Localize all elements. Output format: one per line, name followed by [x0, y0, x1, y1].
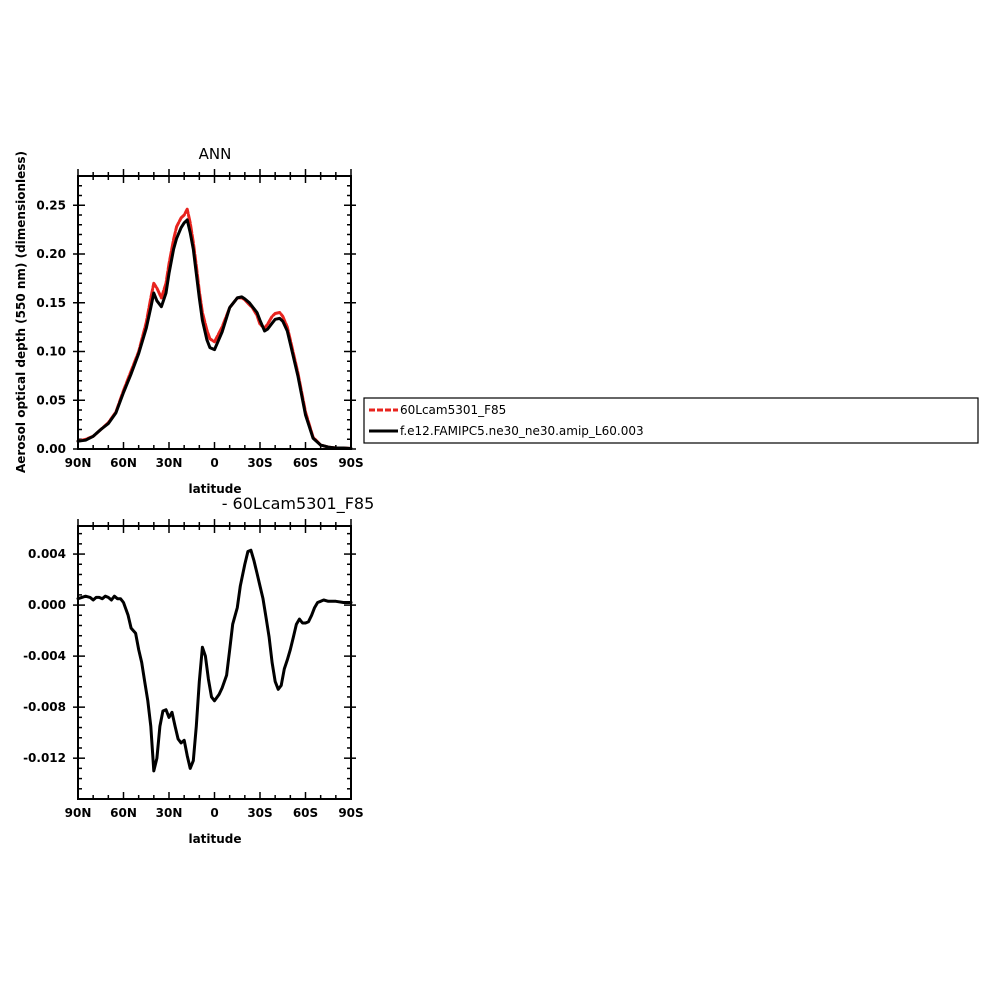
series-lines — [76, 548, 353, 773]
x-axis-label: latitude — [188, 832, 241, 846]
legend-box — [363, 397, 979, 444]
x-tick-label: 60N — [110, 456, 137, 470]
y-axis-label: Aerosol optical depth (550 nm) (dimensio… — [14, 151, 28, 473]
x-tick-label: 90S — [338, 806, 363, 820]
aod-chart: ANN Aerosol optical depth (550 nm) (dime… — [14, 145, 364, 496]
y-tick-label: 0.15 — [36, 296, 66, 310]
y-tick-label: 0.00 — [36, 442, 66, 456]
x-tick-label: 0 — [210, 456, 218, 470]
y-tick-label: -0.012 — [23, 751, 66, 765]
y-tick-label: 0.25 — [36, 198, 66, 212]
series-lines — [76, 207, 353, 450]
x-tick-label: 0 — [210, 806, 218, 820]
legend: 60Lcam5301_F85 f.e12.FAMIPC5.ne30_ne30.a… — [363, 397, 979, 444]
y-tick-label: -0.004 — [23, 649, 66, 663]
series-line-1 — [76, 548, 353, 773]
legend-label-series2: f.e12.FAMIPC5.ne30_ne30.amip_L60.003 — [400, 424, 644, 438]
y-tick-label: -0.008 — [23, 700, 66, 714]
x-axis-label: latitude — [188, 482, 241, 496]
x-tick-label: 60S — [293, 456, 318, 470]
y-tick-label: 0.20 — [36, 247, 66, 261]
x-tick-label: 30S — [247, 806, 272, 820]
axis-ticks: 90N 60N 30N 0 30S 60S 90S 0.004 0.000 -0.004 -0.00… — [23, 519, 364, 820]
x-tick-label: 90N — [65, 806, 92, 820]
x-tick-label: 30S — [247, 456, 272, 470]
x-tick-label: 90S — [338, 456, 363, 470]
difference-chart: - 60Lcam5301_F85 latitude 90N 60N 30N 0 30S 6… — [23, 494, 374, 846]
y-tick-label: 0.004 — [28, 547, 66, 561]
axis-ticks: 90N 60N 30N 0 30S 60S 90S 0.00 0.05 0.10 0.15 0.20 0… — [36, 169, 364, 470]
chart-title: ANN — [199, 145, 232, 163]
series-line-1 — [76, 207, 353, 450]
y-tick-label: 0.10 — [36, 345, 66, 359]
x-tick-label: 60S — [293, 806, 318, 820]
series-line-2 — [76, 218, 353, 450]
plot-frame — [77, 175, 352, 450]
x-tick-label: 30N — [156, 806, 183, 820]
legend-label-series1: 60Lcam5301_F85 — [400, 403, 506, 417]
plot-frame — [77, 525, 352, 800]
x-tick-label: 90N — [65, 456, 92, 470]
chart-title: - 60Lcam5301_F85 — [222, 494, 375, 514]
x-tick-label: 60N — [110, 806, 137, 820]
y-tick-label: 0.05 — [36, 393, 66, 407]
y-tick-label: 0.000 — [28, 598, 66, 612]
x-tick-label: 30N — [156, 456, 183, 470]
